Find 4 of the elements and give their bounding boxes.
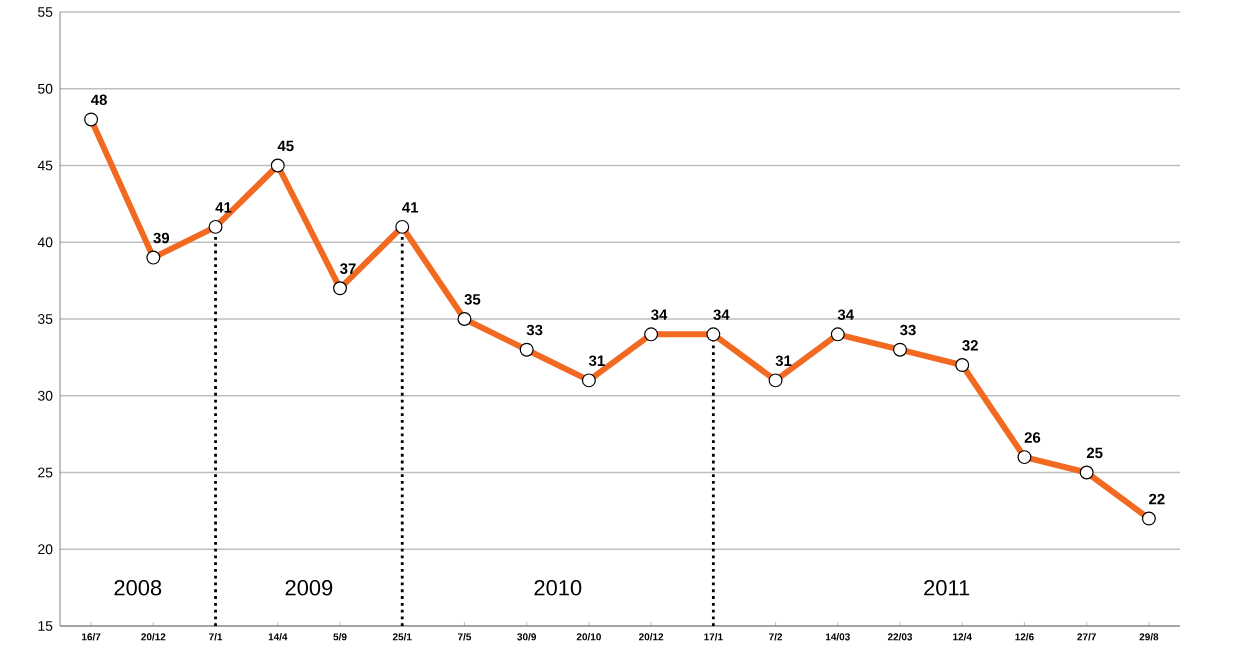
annotation: 2010 bbox=[534, 580, 582, 596]
annotation: 2011 bbox=[924, 580, 970, 596]
annotation: 2009 bbox=[285, 580, 333, 596]
annotation: 2008 bbox=[114, 580, 162, 596]
